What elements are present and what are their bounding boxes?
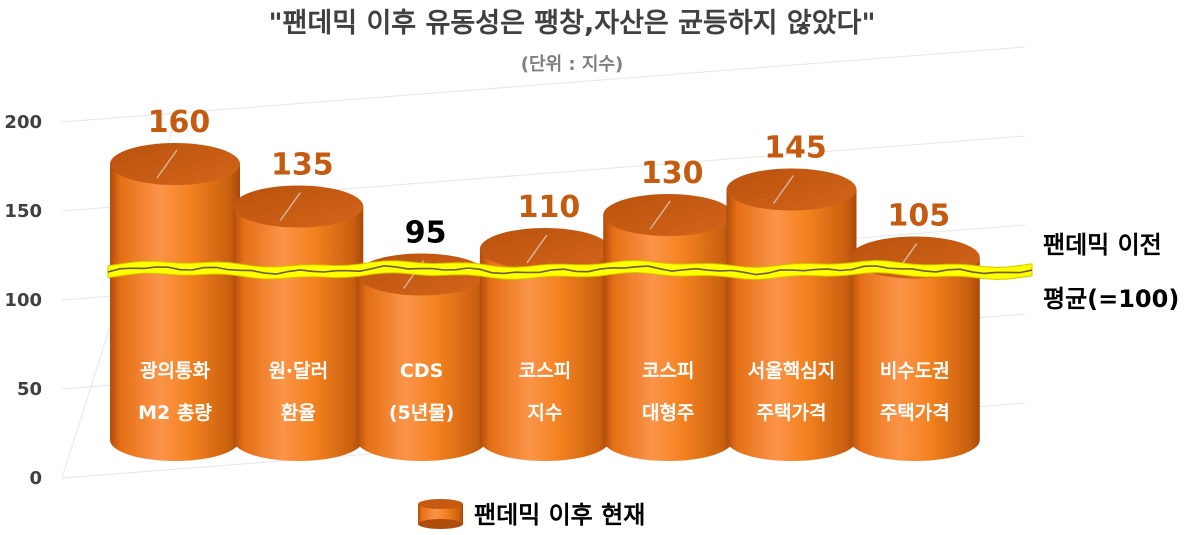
bar-leader-line — [772, 175, 795, 204]
bar-body — [479, 249, 610, 461]
bar-body — [603, 215, 734, 461]
category-label: M2 총량 — [138, 402, 212, 424]
category-label: CDS — [400, 360, 443, 382]
bar — [603, 194, 734, 461]
bar-leader-line — [156, 149, 178, 179]
category-label: 서울핵심지 — [748, 360, 835, 382]
y-tick-label: 0 — [29, 468, 42, 489]
category-label: 비수도권 — [880, 360, 950, 382]
bar-top — [233, 185, 364, 228]
legend-swatch — [418, 499, 463, 529]
value-label: 130 — [641, 156, 704, 191]
gridline — [61, 46, 1026, 123]
chart-title: "팬데믹 이후 유동성은 팽창,자산은 균등하지 않았다" — [268, 8, 875, 39]
category-label: 주택가격 — [757, 402, 827, 424]
category-label: 광의통화 — [140, 360, 210, 382]
bar-leader-line — [649, 200, 671, 230]
y-tick-label: 200 — [4, 112, 42, 133]
chart-subtitle: (단위 : 지수) — [521, 54, 623, 75]
bar-top — [603, 194, 734, 236]
legend: 팬데믹 이후 현재 — [418, 499, 645, 529]
value-label: 135 — [271, 148, 334, 183]
bar — [726, 168, 857, 461]
value-label: 145 — [764, 131, 827, 166]
reference-line-stroke — [107, 264, 1033, 276]
bar-leader-line — [526, 234, 548, 264]
bar — [110, 143, 240, 461]
category-label: 원·달러 — [268, 360, 328, 382]
value-label: 95 — [405, 216, 447, 251]
bar — [479, 228, 610, 461]
category-label: 환율 — [281, 402, 316, 424]
category-label: 코스피 — [519, 360, 571, 382]
bar-top — [110, 143, 240, 185]
value-label: 110 — [518, 190, 581, 225]
bar-top — [726, 168, 857, 211]
category-label: 코스피 — [642, 360, 694, 382]
value-label: 105 — [887, 199, 950, 234]
y-tick-label: 150 — [4, 201, 42, 222]
bar-body — [110, 164, 240, 461]
bar — [356, 253, 487, 461]
category-label: (5년물) — [389, 402, 455, 424]
bar-body — [356, 274, 487, 461]
category-label: 대형주 — [642, 402, 694, 424]
reference-line-label-1: 팬데믹 이전 — [1043, 231, 1162, 259]
legend-label: 팬데믹 이후 현재 — [474, 501, 645, 529]
y-tick-label: 50 — [17, 379, 42, 400]
category-label: 지수 — [527, 402, 562, 424]
bar-body — [849, 257, 980, 461]
reference-line-label-2: 평균(=100) — [1043, 285, 1179, 313]
y-tick-label: 100 — [4, 290, 42, 311]
bar-body — [726, 189, 857, 461]
value-label: 160 — [148, 105, 211, 140]
bar-top — [479, 228, 610, 270]
bar-leader-line — [279, 192, 301, 221]
category-label: 주택가격 — [880, 402, 950, 424]
reference-line — [107, 259, 1033, 281]
y-axis-ticks: 0 50 100 150 200 — [4, 112, 42, 489]
